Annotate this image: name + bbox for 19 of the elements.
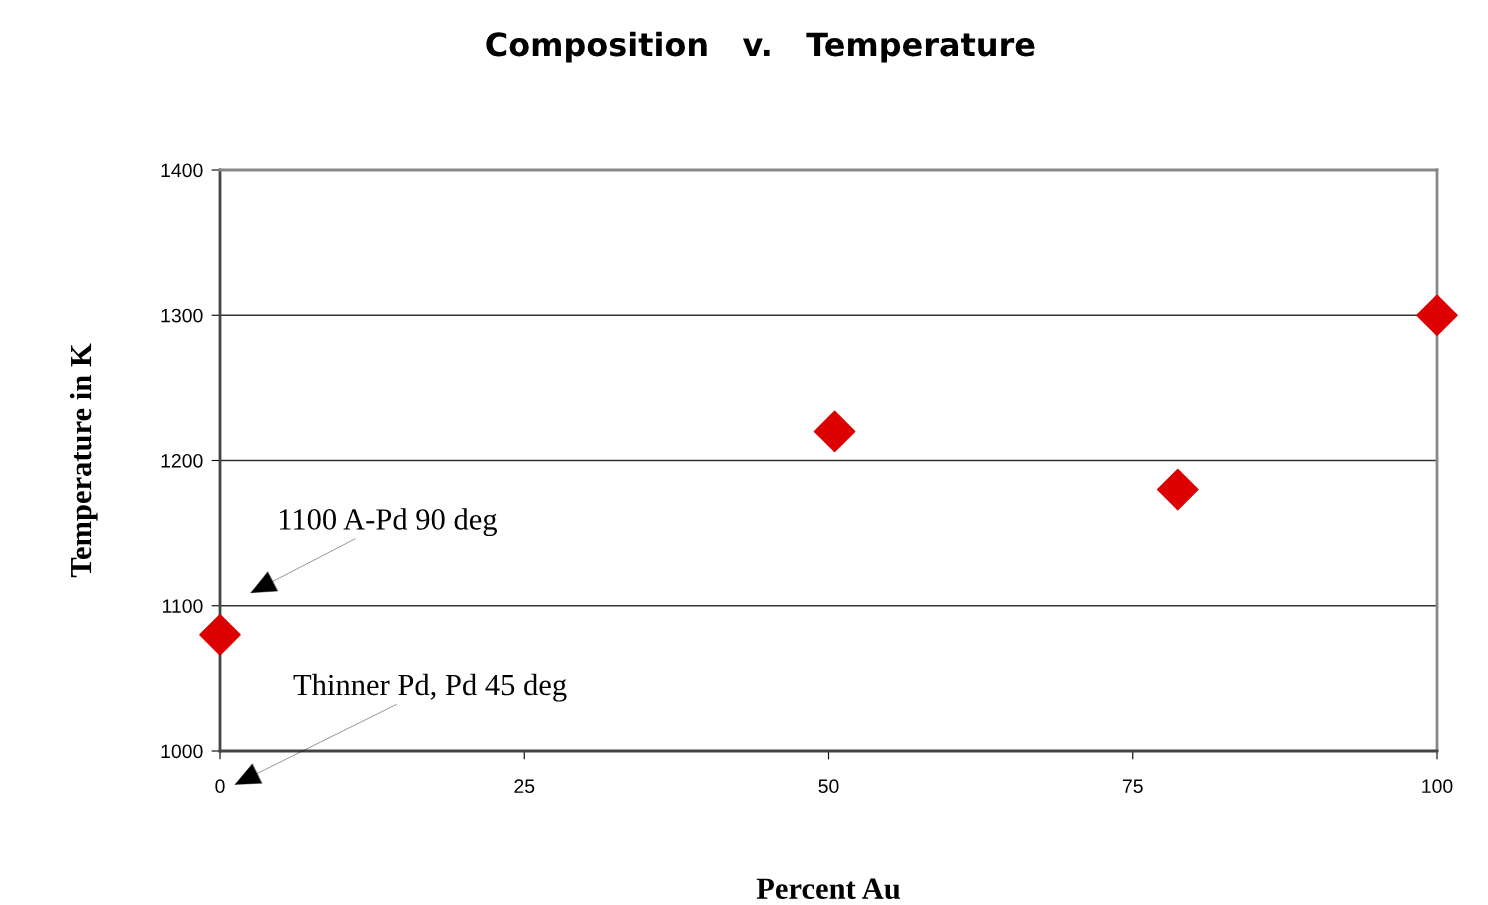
y-axis-title: Temperature in K [69,343,98,578]
point [1416,294,1458,337]
y-tick-label: 1300 [161,308,203,323]
y-tick-label: 1400 [161,163,203,178]
annotation: 1100 A-Pd 90 deg [279,508,497,537]
point [1156,468,1199,511]
point [199,613,241,656]
x-tick-label: 100 [1422,779,1453,794]
x-tick-label: 75 [1122,779,1143,794]
y-tick-label: 1100 [163,599,203,613]
y-tick-label: 1000 [161,744,203,759]
annotation: Thinner Pd, Pd 45 deg [293,673,567,702]
x-axis-title: Percent Au [756,878,900,900]
point [813,410,856,453]
x-tick-label: 25 [514,779,535,794]
x-tick-label: 50 [818,779,839,794]
y-tick-label: 1200 [161,453,203,468]
x-tick-label: 0 [215,779,225,794]
chart-title: Composition v. Temperature [486,31,1035,63]
